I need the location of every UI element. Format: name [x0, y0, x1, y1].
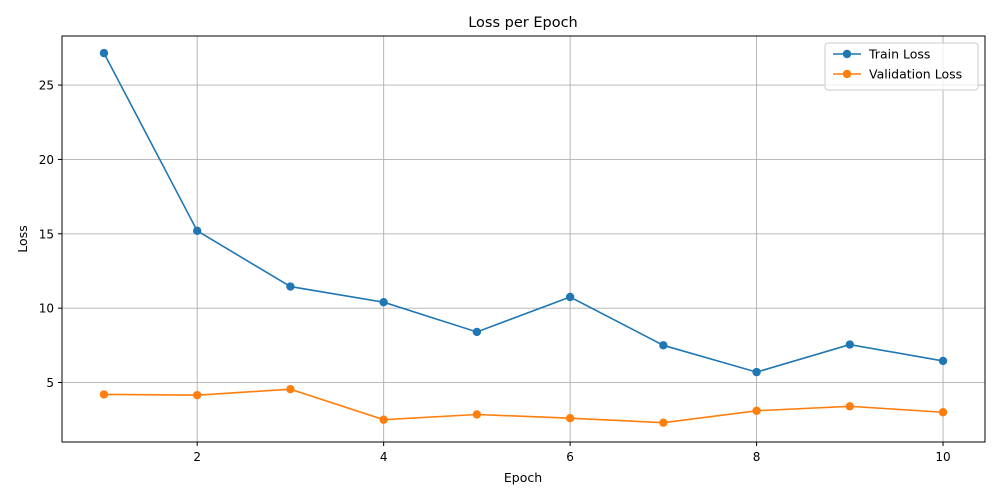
train-loss-point	[99, 48, 109, 58]
train-loss-point	[192, 226, 202, 236]
legend: Train Loss Validation Loss	[824, 42, 979, 91]
plot-frame	[61, 35, 986, 443]
series-group	[99, 48, 948, 427]
x-axis-label: Epoch	[504, 470, 542, 485]
train-loss-point	[845, 340, 855, 349]
y-tick-label: 10	[39, 302, 54, 316]
x-tick-label: 10	[935, 450, 950, 464]
train-loss-point	[752, 367, 761, 377]
validation-loss-point	[472, 410, 482, 419]
validation-loss-point	[286, 385, 295, 394]
grid-lines	[62, 36, 985, 442]
y-axis-label: Loss	[15, 225, 30, 252]
validation-loss-line	[103, 388, 944, 424]
y-tick-label: 20	[39, 153, 54, 167]
y-tick-label: 25	[39, 79, 54, 93]
validation-loss-point	[938, 408, 948, 417]
legend-validation-loss-label: Validation Loss	[869, 67, 962, 82]
train-loss-point	[379, 298, 388, 307]
legend-train-loss-marker	[842, 49, 852, 59]
validation-loss-point	[659, 418, 668, 427]
x-tick-label: 2	[193, 450, 201, 464]
y-tick-label: 15	[39, 227, 54, 241]
train-loss-point	[938, 356, 948, 366]
train-loss-line	[103, 52, 944, 373]
validation-loss-point	[99, 390, 109, 399]
train-loss-point	[565, 292, 575, 302]
x-tick-label: 8	[753, 450, 761, 464]
validation-loss-point	[192, 390, 202, 400]
train-loss-point	[659, 341, 668, 350]
legend-train-loss-label: Train Loss	[868, 47, 930, 62]
y-tick-label: 5	[46, 376, 54, 390]
validation-loss-point	[752, 406, 761, 415]
legend-frame	[824, 42, 979, 91]
legend-validation-loss-marker	[842, 69, 852, 79]
x-tick-label: 6	[566, 450, 574, 464]
validation-loss-point	[379, 415, 388, 424]
train-loss-point	[472, 327, 482, 337]
chart-title: Loss per Epoch	[468, 15, 578, 31]
validation-loss-point	[565, 414, 575, 423]
axis-ticks: 2 4 6 8 10 5 10 15 20 25	[39, 79, 951, 464]
x-tick-label: 4	[380, 450, 388, 464]
validation-loss-point	[845, 402, 855, 411]
train-loss-point	[286, 282, 295, 291]
